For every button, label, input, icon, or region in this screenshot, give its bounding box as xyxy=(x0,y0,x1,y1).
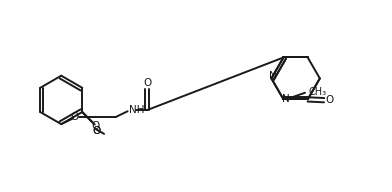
Text: N: N xyxy=(269,71,276,81)
Text: O: O xyxy=(143,78,151,88)
Text: N: N xyxy=(282,94,290,104)
Text: O: O xyxy=(92,126,100,136)
Text: O: O xyxy=(325,95,333,105)
Text: CH₃: CH₃ xyxy=(309,87,327,97)
Text: NH: NH xyxy=(129,105,145,115)
Text: O: O xyxy=(71,112,79,122)
Text: O: O xyxy=(92,126,100,136)
Text: O: O xyxy=(92,121,100,131)
